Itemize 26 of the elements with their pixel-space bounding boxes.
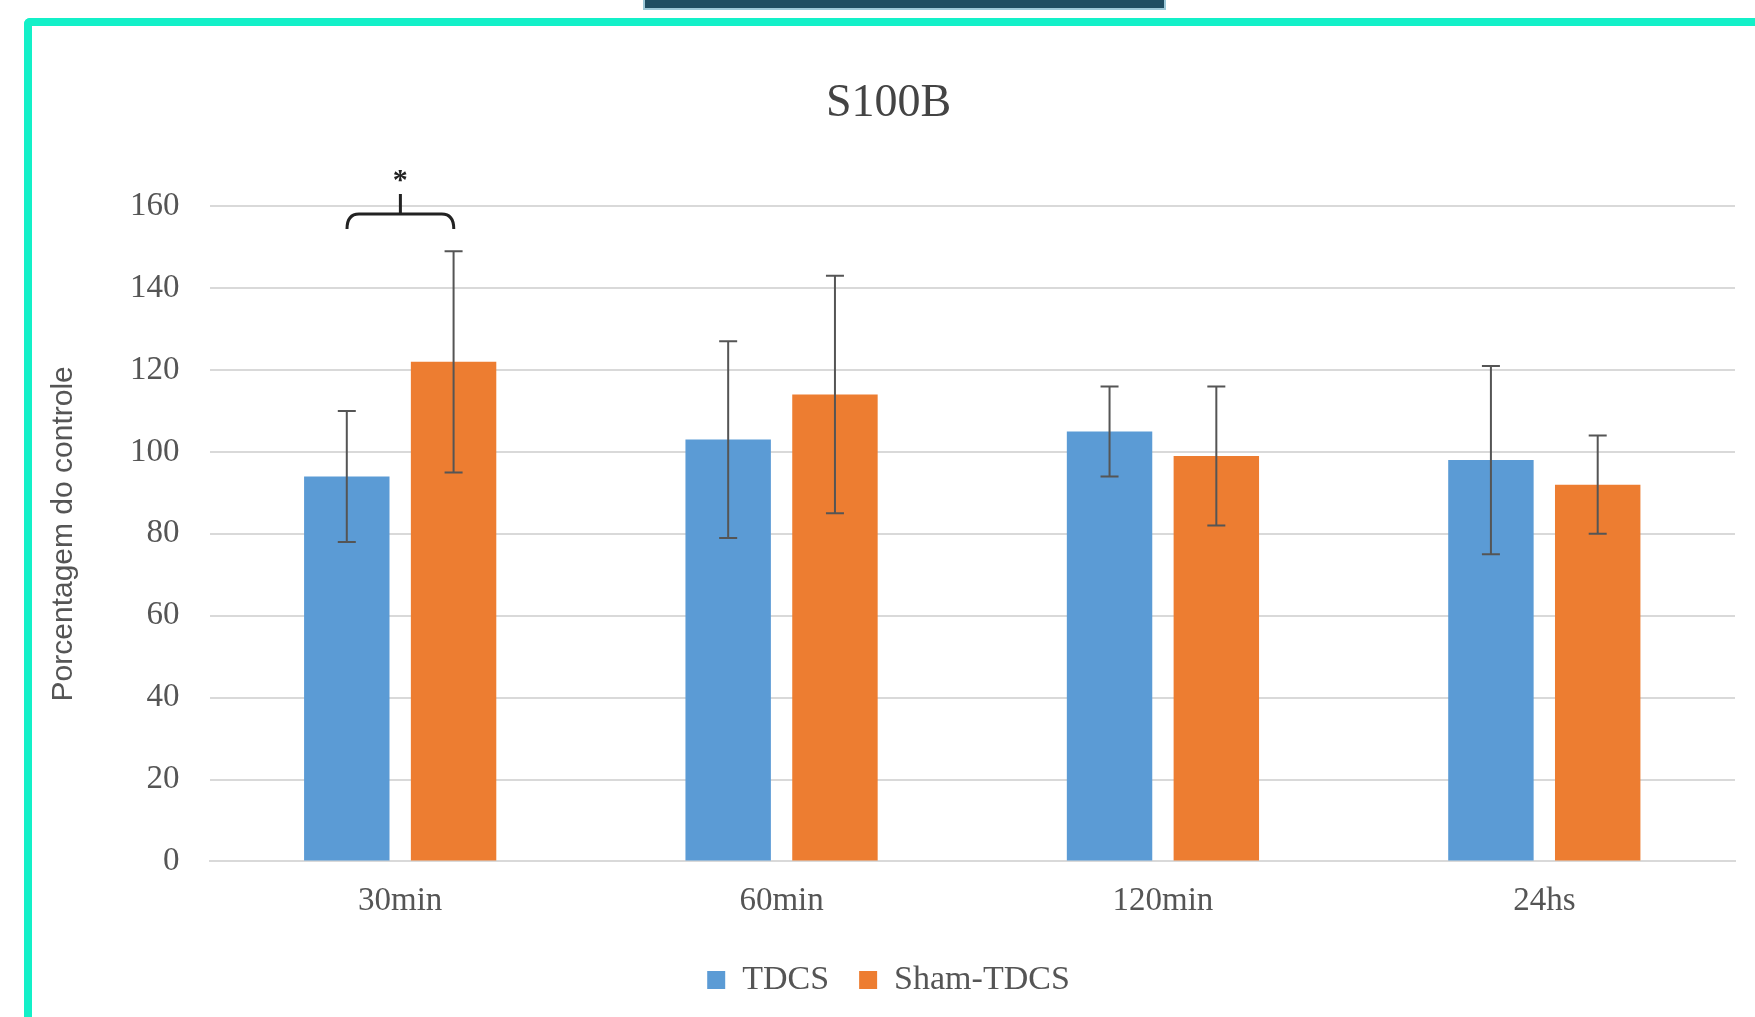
y-tick-label: 120 [130, 349, 180, 386]
y-axis-title: Porcentagem do controle [45, 366, 79, 702]
y-tick-label: 140 [130, 267, 180, 304]
y-tick-label: 100 [130, 431, 180, 468]
legend-label: TDCS [742, 958, 830, 996]
y-tick-label: 20 [146, 759, 180, 796]
bar [410, 361, 497, 861]
bar [685, 439, 771, 861]
x-tick-label: 30min [358, 880, 443, 917]
bar [1554, 484, 1641, 861]
bar [1448, 460, 1534, 861]
x-tick-label: 24hs [1513, 880, 1576, 917]
bar [304, 476, 390, 861]
chart-title: S100B [825, 74, 952, 126]
y-tick-label: 0 [163, 841, 180, 878]
legend-label: Sham-TDCS [894, 958, 1070, 996]
y-tick-label: 160 [130, 185, 180, 222]
bar [792, 394, 878, 861]
bar [1066, 431, 1153, 861]
bar [1173, 456, 1260, 861]
y-tick-label: 40 [146, 677, 180, 714]
x-tick-label: 60min [739, 880, 824, 917]
y-tick-label: 60 [146, 595, 180, 632]
x-tick-label: 120min [1112, 880, 1214, 917]
text: * [392, 161, 408, 195]
y-tick-label: 80 [146, 513, 180, 550]
